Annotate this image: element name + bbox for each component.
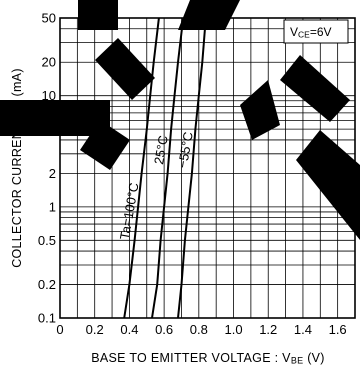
annotation-text: VCE=6V <box>290 25 332 40</box>
y-tick-label: 0.1 <box>38 311 56 326</box>
y-tick-label: 20 <box>42 55 56 70</box>
x-tick-label: 1.6 <box>329 322 347 337</box>
x-tick-label: 1.0 <box>224 322 242 337</box>
y-tick-label: 0.5 <box>38 233 56 248</box>
y-axis-title: COLLECTOR CURRENT : IC (mA) <box>10 68 25 268</box>
x-tick-labels: 0 0.2 0.4 0.6 0.8 1.0 1.2 1.4 1.6 <box>56 322 346 337</box>
x-tick-label: 0.6 <box>155 322 173 337</box>
y-tick-label: 50 <box>42 11 56 26</box>
series-line-2 <box>151 17 185 319</box>
y-tick-labels: 0.10.20.5125102050 <box>38 11 56 326</box>
x-tick-label: 0.8 <box>190 322 208 337</box>
x-tick-label: 1.2 <box>259 322 277 337</box>
watermark <box>0 0 360 240</box>
series-line-1 <box>123 17 160 319</box>
x-tick-label: 0.4 <box>120 322 138 337</box>
series-line-3 <box>177 17 207 319</box>
y-tick-label: 1 <box>49 199 56 214</box>
watermark-shape-4 <box>280 55 360 240</box>
y-tick-label: 0.2 <box>38 277 56 292</box>
watermark-shape-1 <box>0 0 118 136</box>
curve-label-3: −55°C <box>175 131 196 170</box>
watermark-shape-2 <box>80 38 155 170</box>
x-tick-label: 0.2 <box>86 322 104 337</box>
x-tick-label: 1.4 <box>294 322 312 337</box>
x-tick-label: 0 <box>56 322 63 337</box>
series-lines <box>123 17 207 319</box>
curve-label-2: 25°C <box>151 134 171 165</box>
x-axis-title: BASE TO EMITTER VOLTAGE : VBE (V) <box>91 351 325 366</box>
y-tick-label: 10 <box>42 88 56 103</box>
y-tick-label: 2 <box>49 166 56 181</box>
watermark-shape-3 <box>178 0 280 140</box>
annotation-box: VCE=6V <box>283 19 349 44</box>
